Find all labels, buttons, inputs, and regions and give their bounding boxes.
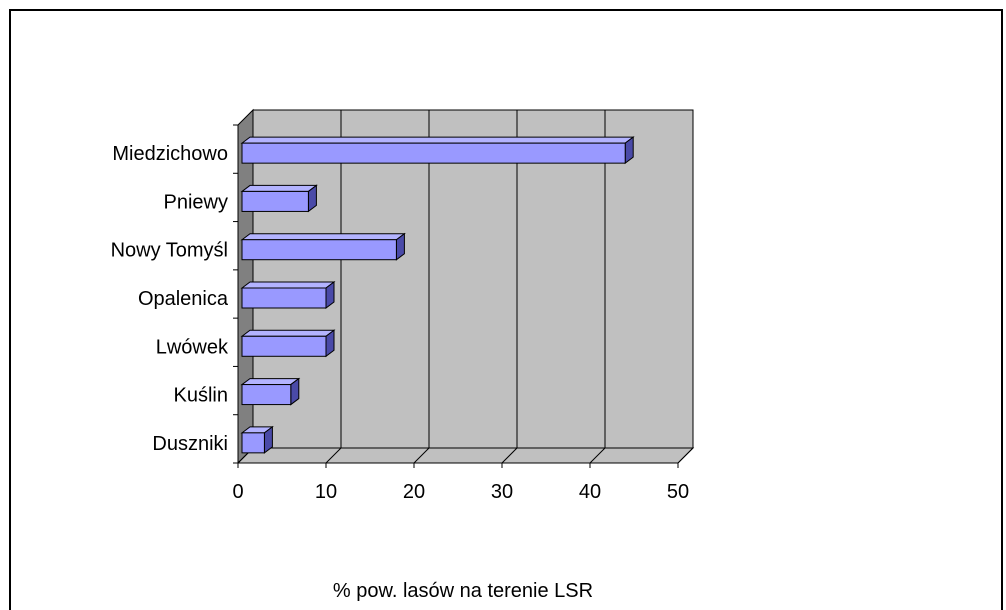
tick-labels: 0 10 20 30 40 50 bbox=[232, 481, 689, 503]
floor-grid-line bbox=[413, 447, 430, 464]
bar-top bbox=[240, 233, 406, 241]
bar-top bbox=[240, 281, 336, 289]
bar-top bbox=[240, 378, 301, 386]
bar-front bbox=[241, 432, 265, 454]
bar-top bbox=[240, 329, 336, 337]
category-label: Lwówek bbox=[156, 336, 229, 358]
tick-label: 20 bbox=[403, 481, 425, 503]
bar-front bbox=[241, 384, 292, 406]
axes bbox=[233, 124, 679, 468]
tick-label: 50 bbox=[667, 481, 689, 503]
category-label: Kuślin bbox=[174, 385, 228, 407]
tick-label: 40 bbox=[579, 481, 601, 503]
x-axis-title: % pow. lasów na terenie LSR bbox=[333, 580, 593, 602]
bar bbox=[240, 329, 336, 358]
tick-label: 10 bbox=[315, 481, 337, 503]
category-labels: Miedzichowo Pniewy Nowy Tomyśl Opalenica Lwó… bbox=[111, 143, 229, 455]
bar bbox=[240, 184, 318, 213]
bar-front bbox=[241, 239, 397, 261]
category-label: Duszniki bbox=[152, 433, 228, 455]
bar bbox=[240, 425, 274, 454]
bar-top bbox=[240, 184, 318, 192]
bars bbox=[240, 136, 635, 454]
bar bbox=[240, 136, 635, 165]
bar-front bbox=[241, 190, 309, 212]
bar-front bbox=[241, 142, 626, 164]
floor bbox=[236, 447, 695, 464]
bar bbox=[240, 232, 406, 261]
bar bbox=[240, 281, 336, 309]
category-label: Miedzichowo bbox=[112, 143, 228, 165]
category-label: Nowy Tomyśl bbox=[111, 240, 228, 262]
tick-label: 0 bbox=[232, 481, 243, 503]
bar-front bbox=[241, 335, 327, 357]
category-label: Pniewy bbox=[164, 191, 228, 213]
floor-grid-line bbox=[677, 447, 694, 464]
floor-grid-line bbox=[589, 447, 606, 464]
bar-top bbox=[240, 136, 635, 144]
floor-grid-line bbox=[501, 447, 518, 464]
tick-label: 30 bbox=[491, 481, 513, 503]
floor-grid-line bbox=[325, 447, 342, 464]
category-label: Opalenica bbox=[138, 288, 229, 310]
bar-front bbox=[241, 287, 327, 309]
bar bbox=[240, 377, 301, 406]
